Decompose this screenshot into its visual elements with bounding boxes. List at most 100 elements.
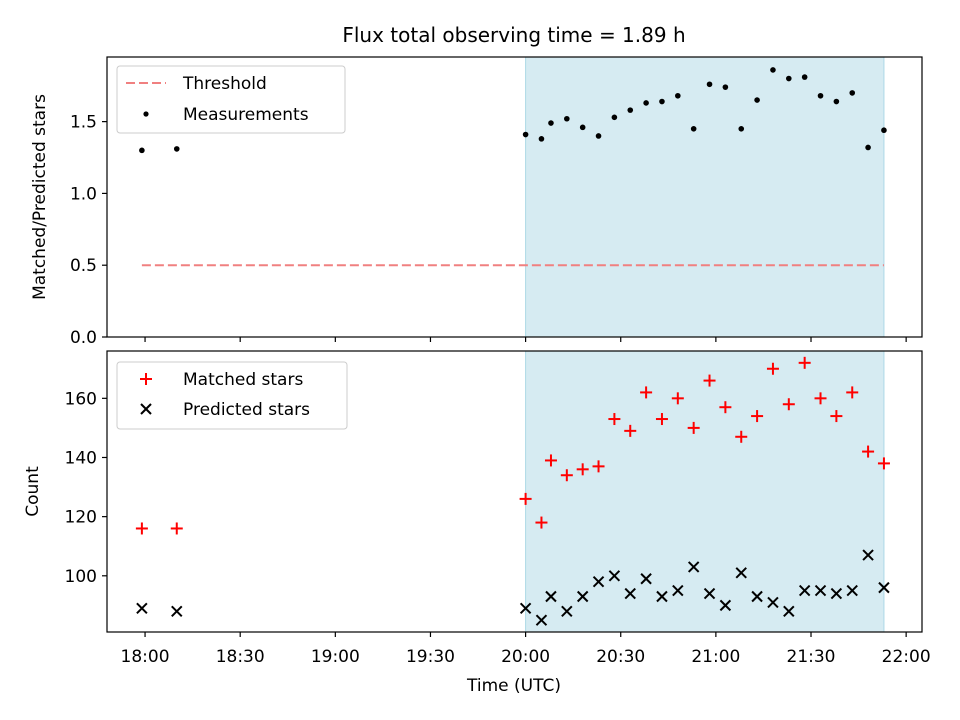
predicted-stars-points <box>136 549 890 626</box>
x-axis-label: Time (UTC) <box>466 676 561 696</box>
top-y-tick-label: 1.5 <box>70 113 97 133</box>
measurement-point <box>579 124 586 131</box>
predicted-star-point <box>561 605 573 618</box>
bottom-x-ticks: 18:00 18:30 19:00 19:30 20:00 20:30 21:00 21:30… <box>121 632 931 667</box>
top-panel: 0.0 0.5 1.0 1.5 Matched/Predicted stars Thr… <box>30 56 923 348</box>
bottom-y-ticks: 100 120 140 160 <box>65 389 107 587</box>
predicted-star-point <box>767 596 779 609</box>
matched-star-point <box>655 413 668 426</box>
matched-star-point <box>877 457 890 470</box>
predicted-star-point <box>814 584 827 597</box>
bottom-y-tick-label: 100 <box>65 567 97 587</box>
measurement-point <box>564 115 570 122</box>
matched-star-point <box>766 362 779 375</box>
top-y-tick-label: 1.0 <box>70 184 97 204</box>
top-y-axis-label: Matched/Predicted stars <box>30 94 50 300</box>
matched-star-point <box>519 492 532 505</box>
predicted-star-point <box>545 590 557 603</box>
bottom-axes-frame <box>106 350 923 633</box>
x-tick-label: 21:00 <box>691 647 740 667</box>
chart-title: Flux total observing time = 1.89 h <box>342 23 685 47</box>
predicted-star-point <box>687 561 700 573</box>
measurement-point <box>643 100 649 106</box>
measurement-point <box>801 74 808 80</box>
predicted-star-point <box>171 605 183 618</box>
x-tick-label: 22:00 <box>882 647 931 667</box>
measurement-point <box>548 120 554 126</box>
x-tick-label: 20:00 <box>501 647 550 667</box>
measurement-point <box>659 98 665 105</box>
predicted-star-point <box>862 549 874 561</box>
legend-matched-swatch <box>140 373 152 385</box>
measurement-point <box>849 90 856 96</box>
matched-star-point <box>751 410 764 423</box>
top-y-ticks: 0.0 0.5 1.0 1.5 <box>70 113 107 348</box>
bottom-y-tick-label: 140 <box>65 448 97 468</box>
matched-star-point <box>640 386 653 399</box>
measurement-point <box>611 114 618 121</box>
measurement-point <box>522 131 529 138</box>
matched-star-point <box>703 374 716 387</box>
measurement-point <box>595 133 602 139</box>
bottom-y-tick-label: 160 <box>65 389 97 409</box>
predicted-star-point <box>576 590 589 603</box>
matched-star-point <box>135 522 148 535</box>
predicted-star-point <box>640 573 652 585</box>
predicted-star-point <box>624 587 636 600</box>
matched-star-point <box>735 430 748 443</box>
matched-star-point <box>608 413 621 426</box>
matched-star-point <box>170 522 183 535</box>
matched-star-point <box>624 424 637 437</box>
matched-star-point <box>671 392 684 405</box>
measurement-point <box>722 84 729 90</box>
predicted-star-point <box>136 602 148 615</box>
matched-star-point <box>862 445 875 458</box>
predicted-star-point <box>735 567 747 579</box>
predicted-star-point <box>592 576 605 588</box>
measurement-point <box>754 97 760 103</box>
predicted-star-point <box>719 599 732 612</box>
measurement-point <box>139 147 145 154</box>
measurements-points <box>139 67 887 154</box>
predicted-star-point <box>656 590 668 603</box>
x-tick-label: 20:30 <box>596 647 645 667</box>
predicted-star-point <box>519 602 532 615</box>
predicted-star-point <box>751 590 763 603</box>
matched-star-point <box>814 392 827 405</box>
top-y-tick-label: 0.5 <box>70 256 97 276</box>
legend-predicted-label: Predicted stars <box>183 400 310 420</box>
x-tick-label: 18:00 <box>121 647 170 667</box>
measurement-point <box>706 81 713 88</box>
top-y-tick-label: 0.0 <box>70 328 97 348</box>
top-legend: Threshold Measurements <box>116 65 346 134</box>
legend-threshold-label: Threshold <box>182 74 267 94</box>
matched-star-point <box>544 454 557 467</box>
measurement-point <box>786 75 792 82</box>
predicted-star-point <box>608 570 621 582</box>
bottom-legend: Matched stars Predicted stars <box>116 361 348 430</box>
matched-star-point <box>687 421 700 434</box>
matched-star-point <box>719 401 732 414</box>
measurement-point <box>675 92 681 99</box>
predicted-star-point <box>783 605 795 618</box>
legend-measurements-label: Measurements <box>183 105 309 125</box>
measurement-point <box>817 92 824 99</box>
top-x-ticks <box>144 337 907 342</box>
bottom-y-tick-label: 120 <box>65 508 97 528</box>
matched-star-point <box>798 356 811 369</box>
predicted-star-point <box>535 614 548 626</box>
measurement-point <box>738 125 745 132</box>
x-tick-label: 18:30 <box>216 647 265 667</box>
matched-star-point <box>560 469 573 482</box>
matched-star-point <box>846 386 859 399</box>
measurement-point <box>865 144 871 151</box>
measurement-point <box>833 98 840 105</box>
legend-matched-label: Matched stars <box>183 370 303 390</box>
predicted-star-point <box>798 584 811 597</box>
observing-span-top <box>525 56 885 338</box>
measurement-point <box>173 146 180 152</box>
bottom-panel: 100 120 140 160 18:00 18:30 19:00 19:30 20:00 20… <box>23 350 931 696</box>
predicted-star-point <box>878 581 890 594</box>
measurement-point <box>627 107 634 113</box>
